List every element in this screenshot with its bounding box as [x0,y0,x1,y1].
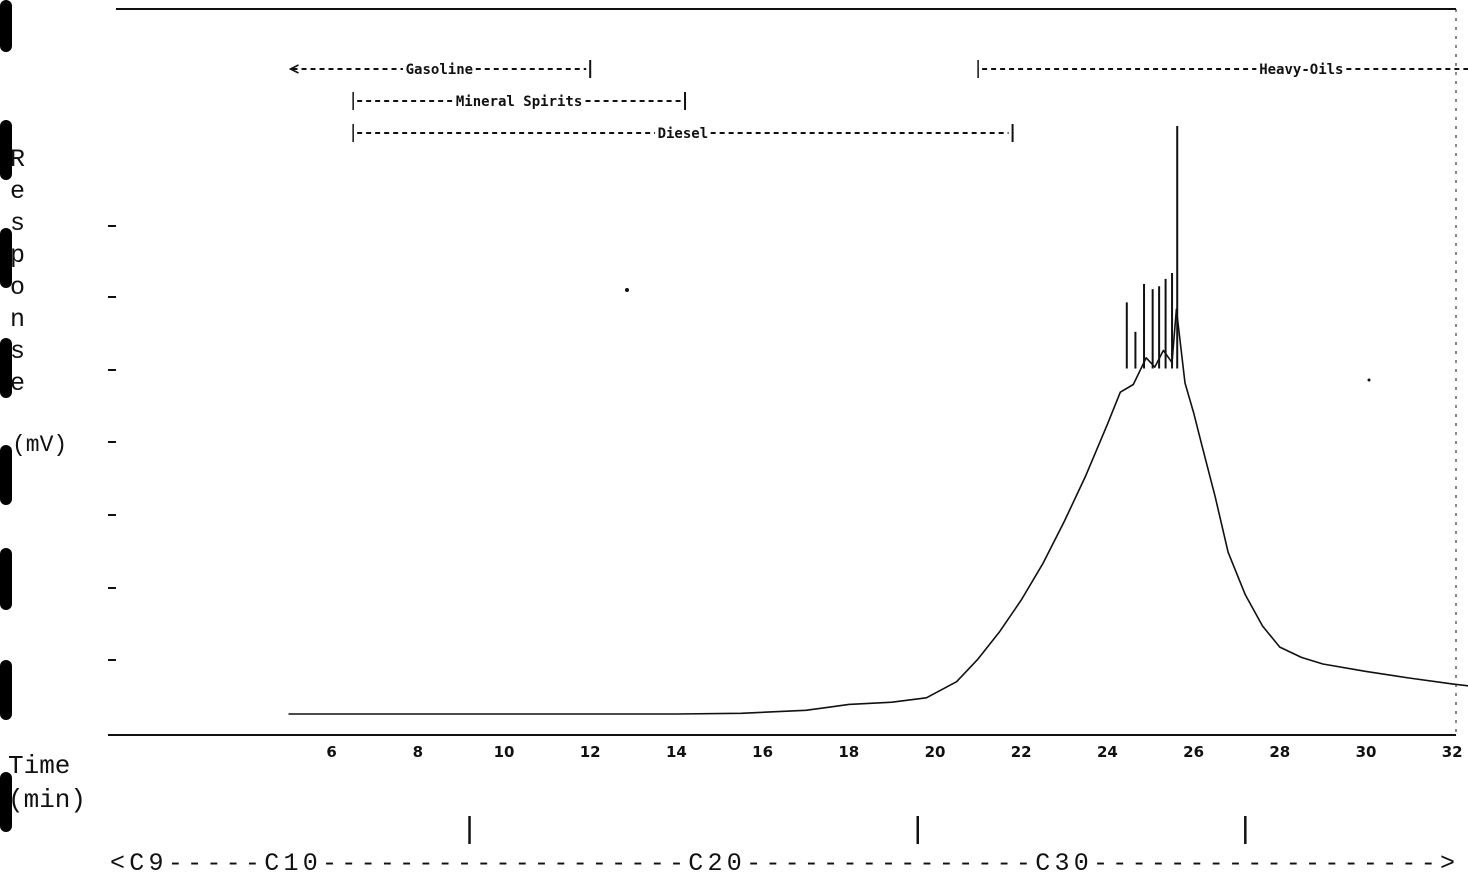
scan-blot [0,120,12,180]
stray-mark [625,288,629,292]
y-axis-label-char: n [10,305,26,334]
signal-spikes [1125,126,1179,369]
carbon-scale-text: <C9-----C10-------------------C20-------… [110,849,1455,877]
scan-blot [0,548,12,610]
x-axis-label-line: Time [8,751,71,781]
stray-mark [1367,378,1371,382]
y-axis-label-char: e [10,369,26,398]
signal-trace [288,308,1468,715]
x-tick-label: 10 [494,743,515,761]
range-arrow-left [288,64,299,74]
scan-blot [0,772,12,832]
x-tick-label: 8 [413,743,423,761]
x-tick-label: 28 [1269,743,1290,761]
scan-blot [0,445,12,505]
range-mineral-spirits: Mineral Spirits [352,92,687,110]
x-tick-label: 22 [1011,743,1032,761]
x-axis-label-line: (min) [8,785,87,815]
x-tick-label: 20 [925,743,946,761]
carbon-number-scale: <C9-----C10-------------------C20-------… [110,816,1455,877]
y-axis-label-char: o [10,273,26,302]
x-tick-label: 30 [1356,743,1377,761]
x-axis-ticks: 681012141618202224262830323436 [326,743,1463,761]
y-axis-label-char: s [10,337,26,366]
x-tick-label: 18 [838,743,859,761]
y-axis-unit: (mV) [12,432,68,458]
x-tick-label: 6 [326,743,336,761]
range-label: Heavy-Oils [1259,62,1343,78]
y-axis-label-char: e [10,177,26,206]
x-tick-label: 32 [1442,743,1463,761]
y-axis-tick-marks [108,225,116,661]
scan-blot [0,0,12,52]
x-tick-label: 16 [752,743,773,761]
range-label: Diesel [658,126,709,142]
range-heavy-oils: Heavy-Oils [977,60,1468,78]
x-tick-label: 12 [580,743,601,761]
scan-blot [0,660,12,720]
x-tick-label: 26 [1183,743,1204,761]
x-tick-label: 24 [1097,743,1118,761]
y-axis-label-char: s [10,209,26,238]
y-axis-label-char: R [10,145,26,174]
product-ranges: Gasoline Heavy-Oils Mineral Spirits Diesel [288,60,1468,142]
scan-blot [0,338,12,398]
range-gasoline: Gasoline [288,60,592,78]
scan-blot [0,228,12,288]
y-axis-label-char: p [10,241,26,270]
range-label: Gasoline [406,62,473,78]
x-tick-label: 14 [666,743,687,761]
range-label: Mineral Spirits [456,94,582,110]
range-diesel: Diesel [352,124,1014,142]
